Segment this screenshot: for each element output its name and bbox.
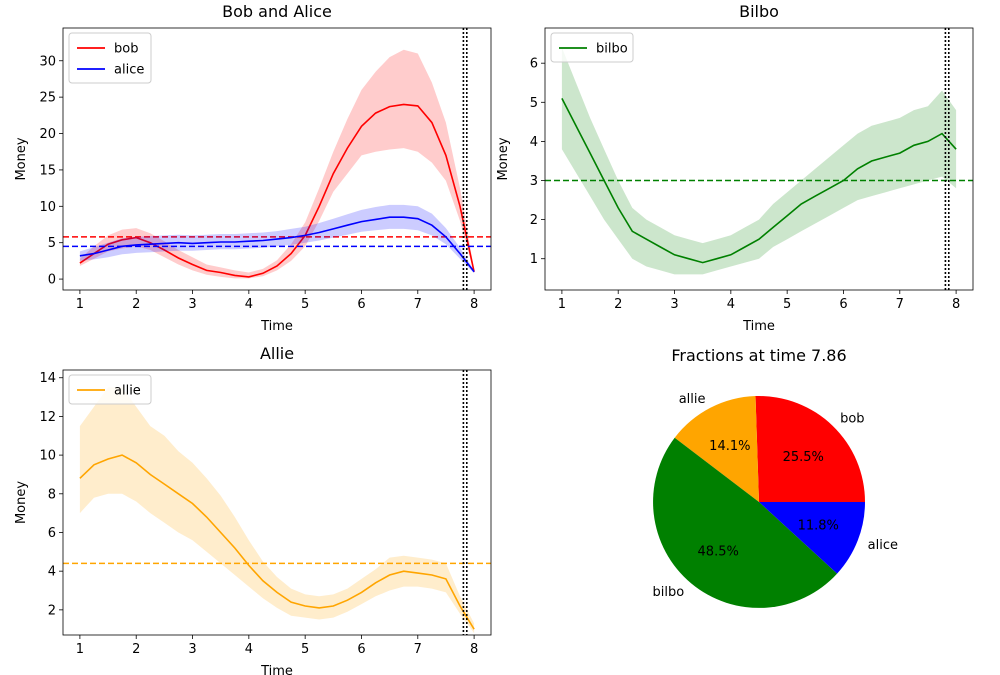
x-tick-label: 4	[245, 297, 253, 312]
fractions-pie-chart: Fractions at time 7.86 25.5% bob 14.1% allie…	[653, 346, 899, 608]
y-tick-label: 30	[39, 54, 56, 69]
y-tick-label: 15	[39, 163, 56, 178]
y-axis-label: Money	[14, 481, 29, 524]
y-tick-label: 1	[530, 252, 538, 267]
x-tick-label: 3	[188, 297, 196, 312]
x-axis-label: Time	[260, 664, 293, 675]
plot-area	[63, 370, 491, 635]
y-tick-label: 6	[48, 526, 56, 541]
bilbo-percent-label: 48.5%	[698, 544, 739, 559]
x-tick-label: 6	[357, 297, 365, 312]
alice-percent-label: 11.8%	[798, 519, 839, 534]
x-axis-label: Time	[742, 319, 775, 334]
x-tick-label: 2	[614, 297, 622, 312]
x-tick-label: 3	[670, 297, 678, 312]
chart-title: Bilbo	[739, 2, 779, 21]
legend: bob alice	[69, 33, 151, 83]
allie-percent-label: 14.1%	[709, 439, 750, 454]
allie-band	[80, 387, 474, 633]
y-axis-label: Money	[496, 137, 511, 180]
bilbo-chart: Bilbo 1 2 3 4 5 6 7 8 1 2 3 4 5 6 Time Money bilbo	[496, 2, 973, 334]
bilbo-slice-label: bilbo	[653, 585, 685, 600]
x-tick-label: 7	[414, 297, 422, 312]
x-tick-label: 6	[839, 297, 847, 312]
legend: allie	[69, 375, 151, 404]
y-tick-label: 4	[48, 565, 56, 580]
bob-legend-label: bob	[114, 42, 138, 57]
alice-slice-label: alice	[868, 538, 898, 553]
y-tick-label: 2	[48, 603, 56, 618]
x-tick-label: 8	[952, 297, 960, 312]
y-tick-label: 0	[48, 273, 56, 288]
y-tick-label: 3	[530, 174, 538, 189]
y-tick-label: 8	[48, 487, 56, 502]
x-tick-label: 7	[896, 297, 904, 312]
x-tick-label: 8	[470, 642, 478, 657]
bob-slice-label: bob	[840, 412, 864, 427]
x-tick-label: 5	[301, 297, 309, 312]
x-tick-label: 5	[783, 297, 791, 312]
x-tick-label: 3	[188, 642, 196, 657]
y-axis-label: Money	[14, 137, 29, 180]
y-tick-label: 10	[39, 200, 56, 215]
x-tick-label: 4	[727, 297, 735, 312]
allie-legend-label: allie	[114, 384, 141, 399]
bilbo-band	[562, 48, 956, 275]
y-tick-label: 5	[48, 236, 56, 251]
x-tick-label: 2	[132, 642, 140, 657]
bilbo-legend-label: bilbo	[596, 42, 628, 57]
y-tick-label: 6	[530, 57, 538, 72]
y-tick-label: 20	[39, 127, 56, 142]
x-tick-label: 7	[414, 642, 422, 657]
alice-legend-label: alice	[114, 63, 144, 78]
x-tick-label: 1	[76, 297, 84, 312]
chart-title: Fractions at time 7.86	[671, 346, 846, 365]
x-tick-label: 4	[245, 642, 253, 657]
bob-percent-label: 25.5%	[783, 450, 824, 465]
x-tick-label: 1	[76, 642, 84, 657]
y-tick-label: 12	[39, 410, 56, 425]
y-tick-label: 5	[530, 96, 538, 111]
y-tick-label: 14	[39, 371, 56, 386]
chart-title: Bob and Alice	[222, 2, 332, 21]
y-tick-label: 4	[530, 135, 538, 150]
x-tick-label: 2	[132, 297, 140, 312]
bob-alice-chart: Bob and Alice 1 2 3 4 5 6 7 8 0 5 10 15 20 25 30 Time Mon…	[14, 2, 491, 334]
legend: bilbo	[551, 33, 633, 62]
chart-title: Allie	[260, 344, 294, 363]
plot-area	[545, 28, 973, 290]
x-tick-label: 8	[470, 297, 478, 312]
x-axis-label: Time	[260, 319, 293, 334]
allie-slice-label: allie	[679, 392, 706, 407]
y-tick-label: 10	[39, 449, 56, 464]
x-tick-label: 1	[558, 297, 566, 312]
y-tick-label: 25	[39, 91, 56, 106]
x-tick-label: 6	[357, 642, 365, 657]
y-tick-label: 2	[530, 213, 538, 228]
x-tick-label: 5	[301, 642, 309, 657]
